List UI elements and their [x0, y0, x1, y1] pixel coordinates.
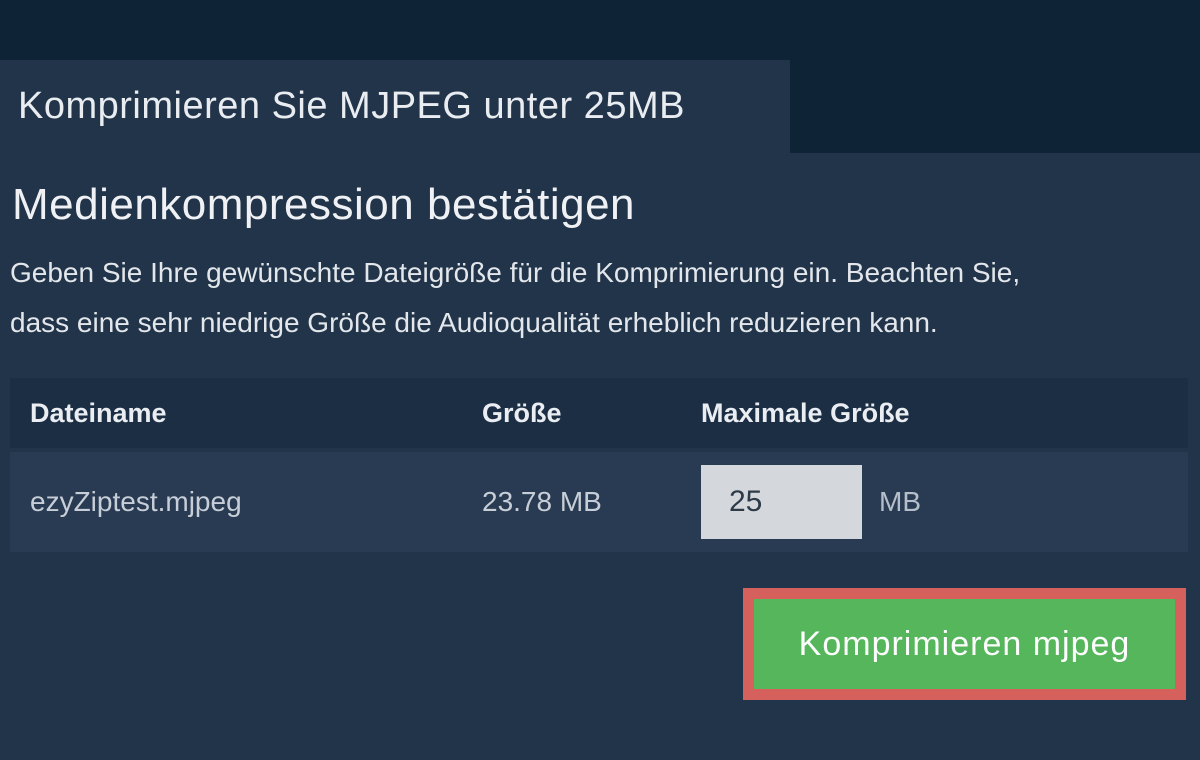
- section-heading: Medienkompression bestätigen: [12, 180, 636, 229]
- max-size-input[interactable]: [701, 465, 862, 539]
- top-bar: [0, 0, 1200, 60]
- cell-max-size: MB: [701, 465, 1188, 539]
- header-cell-filename: Dateiname: [30, 397, 167, 428]
- compress-button[interactable]: Komprimieren mjpeg: [754, 599, 1175, 689]
- unit-label: MB: [879, 486, 921, 517]
- page-title: Komprimieren Sie MJPEG unter 25MB: [18, 85, 685, 127]
- description-text: Geben Sie Ihre gewünschte Dateigröße für…: [10, 248, 1020, 348]
- description-line-1: Geben Sie Ihre gewünschte Dateigröße für…: [10, 257, 1021, 288]
- header-cell-size: Größe: [482, 397, 562, 428]
- button-highlight-box: Komprimieren mjpeg: [743, 588, 1186, 700]
- cell-size: 23.78 MB: [482, 486, 602, 517]
- header-cell-max-size: Maximale Größe: [701, 397, 910, 428]
- file-table: Dateiname Größe Maximale Größe ezyZiptes…: [10, 378, 1188, 552]
- table-header-row: Dateiname Größe Maximale Größe: [10, 378, 1188, 448]
- cell-filename: ezyZiptest.mjpeg: [30, 486, 242, 517]
- table-row: ezyZiptest.mjpeg 23.78 MB MB: [10, 452, 1188, 552]
- header-accent-block: [790, 60, 1200, 153]
- description-line-2: dass eine sehr niedrige Größe die Audioq…: [10, 307, 938, 338]
